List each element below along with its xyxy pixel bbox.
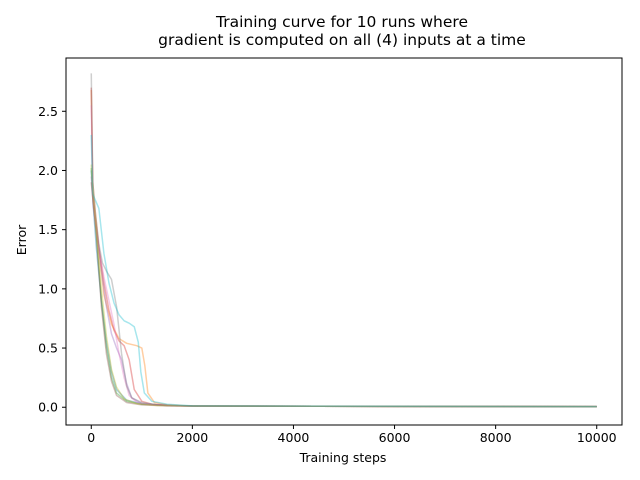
chart-title-line-2: gradient is computed on all (4) inputs a… — [158, 31, 526, 49]
y-tick-label: 2.0 — [38, 163, 58, 178]
y-axis: 0.0 0.5 1.0 1.5 2.0 2.5 — [38, 104, 66, 415]
plot-frame — [65, 57, 623, 426]
x-axis: 0 2000 4000 6000 8000 10000 — [87, 425, 617, 445]
x-tick-label: 6000 — [379, 430, 411, 445]
y-tick-label: 0.5 — [38, 341, 58, 356]
series-line-6 — [90, 182, 597, 408]
x-tick-label: 8000 — [480, 430, 512, 445]
series-line-2 — [90, 89, 597, 408]
series-line-7 — [90, 105, 597, 408]
plot-lines — [90, 73, 597, 408]
series-line-3 — [90, 168, 597, 408]
x-tick-label: 10000 — [577, 430, 617, 445]
series-line-5 — [90, 176, 597, 408]
series-line-1 — [90, 170, 597, 408]
x-axis-label: Training steps — [299, 450, 387, 465]
y-tick-label: 1.5 — [38, 222, 58, 237]
y-tick-label: 1.0 — [38, 281, 58, 296]
series-line-8 — [90, 73, 597, 408]
y-tick-label: 0.0 — [38, 400, 58, 415]
y-axis-label: Error — [14, 224, 29, 255]
y-tick-label: 2.5 — [38, 104, 58, 119]
x-tick-label: 0 — [87, 430, 95, 445]
series-line-10 — [90, 134, 597, 408]
x-tick-label: 2000 — [176, 430, 208, 445]
x-tick-label: 4000 — [278, 430, 310, 445]
chart-title-line-1: Training curve for 10 runs where — [215, 13, 468, 31]
series-line-4 — [90, 87, 597, 408]
series-line-9 — [90, 164, 597, 408]
